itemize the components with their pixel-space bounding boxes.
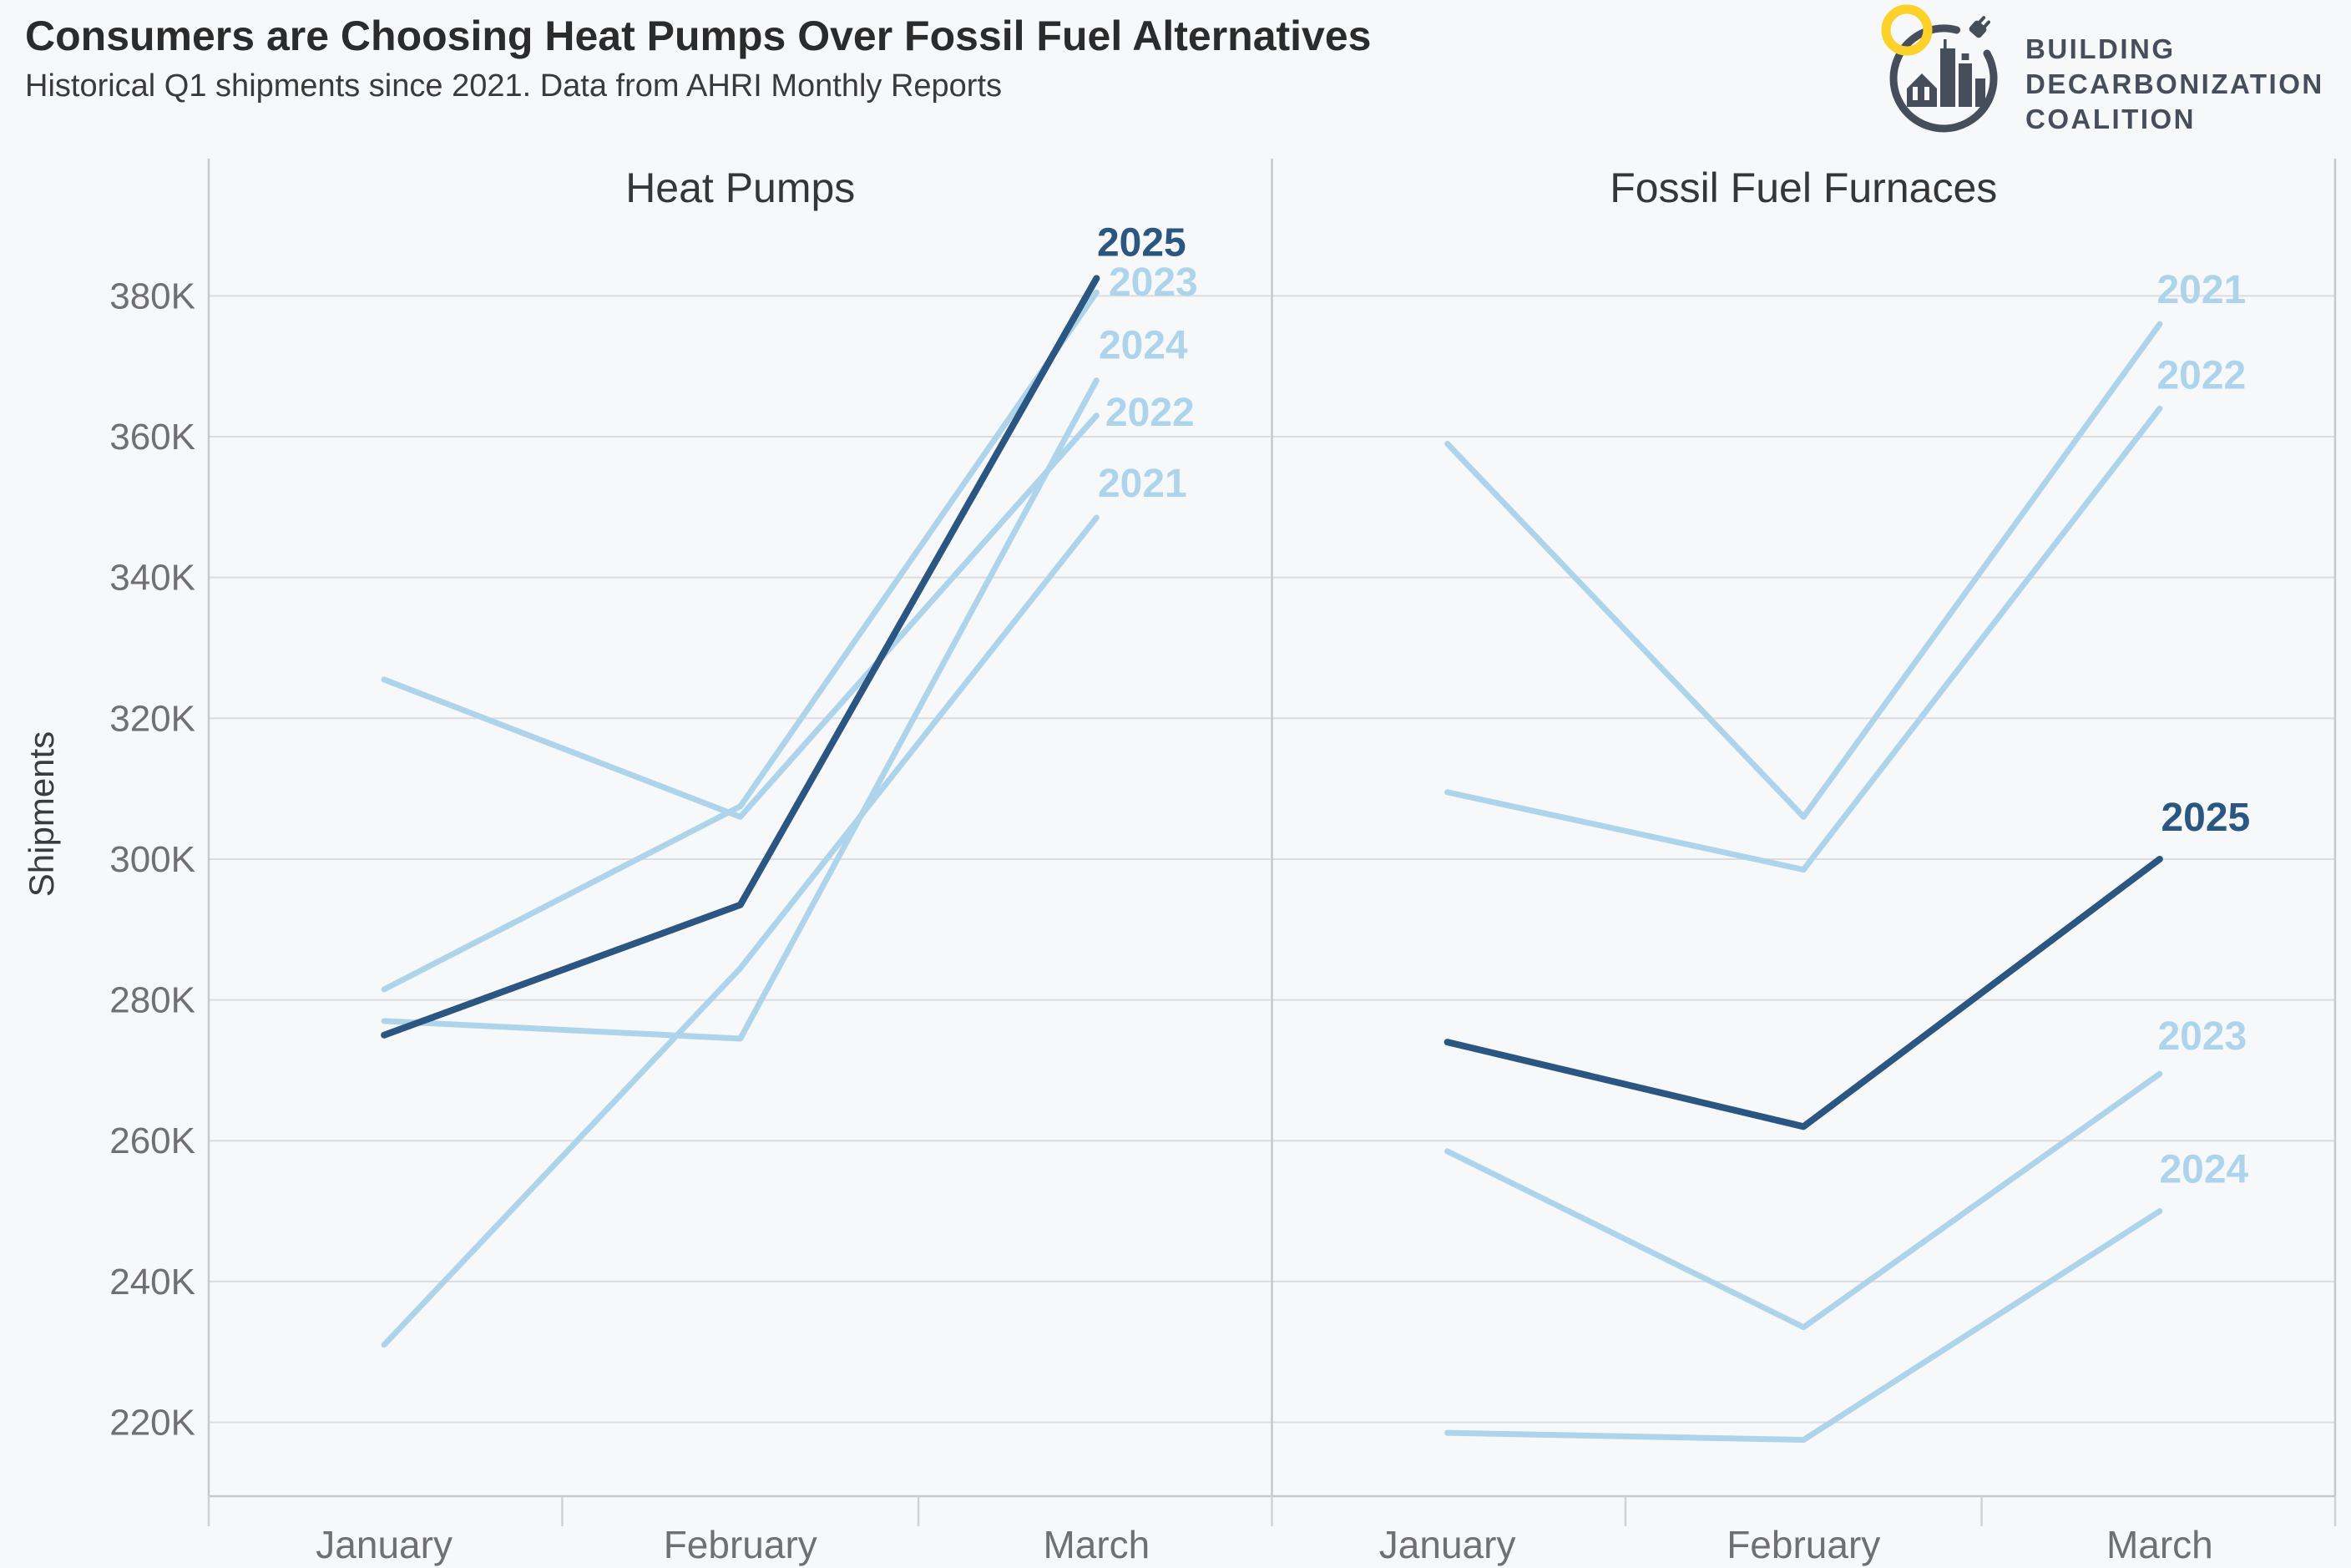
logo-buildings-icon xyxy=(1907,39,1985,107)
page-subtitle: Historical Q1 shipments since 2021. Data… xyxy=(25,68,1003,104)
series-line-2024 xyxy=(1444,1208,2163,1444)
series-line-2022 xyxy=(381,412,1100,820)
logo-circle xyxy=(1889,24,1998,133)
year-label-2024: 2024 xyxy=(2159,1148,2248,1192)
series-line-2021 xyxy=(1444,321,2163,820)
x-tick-label: February xyxy=(664,1523,817,1566)
logo-wordmark-line3: COALITION xyxy=(2025,104,2196,134)
x-tick-label: March xyxy=(2106,1523,2213,1566)
x-tick-label: January xyxy=(1379,1523,1516,1566)
year-label-2024: 2024 xyxy=(1099,324,1188,368)
y-tick-label: 340K xyxy=(109,558,195,599)
series-line-2023 xyxy=(1444,1070,2163,1331)
bdc-logo-icon xyxy=(1881,4,1998,133)
series-line-2023 xyxy=(381,289,1100,993)
y-tick-label: 260K xyxy=(109,1120,195,1161)
series-line-2022 xyxy=(1444,405,2163,873)
page-title: Consumers are Choosing Heat Pumps Over F… xyxy=(25,13,1372,59)
series-line-2025 xyxy=(1443,855,2163,1130)
logo-wordmark: BUILDING DECARBONIZATION COALITION xyxy=(2025,32,2324,137)
y-tick-label: 360K xyxy=(109,417,195,458)
y-tick-label: 320K xyxy=(109,698,195,739)
logo-wordmark-line1: BUILDING xyxy=(2025,33,2176,64)
year-label-2022: 2022 xyxy=(1105,391,1195,435)
year-label-2021: 2021 xyxy=(1098,462,1187,506)
y-tick-label: 240K xyxy=(109,1262,195,1302)
year-label-2023: 2023 xyxy=(2157,1014,2247,1059)
series-line-2021 xyxy=(381,514,1100,1348)
logo-sun-icon xyxy=(1881,4,1933,56)
panel-title: Fossil Fuel Furnaces xyxy=(1610,164,1997,211)
y-tick-label: 300K xyxy=(109,839,195,880)
year-label-2025: 2025 xyxy=(2161,796,2250,840)
year-label-2022: 2022 xyxy=(2156,353,2246,397)
year-label-2021: 2021 xyxy=(2156,268,2246,312)
y-axis-title: Shipments xyxy=(22,731,61,897)
y-tick-label: 280K xyxy=(109,980,195,1021)
y-tick-label: 380K xyxy=(109,276,195,316)
logo-wordmark-line2: DECARBONIZATION xyxy=(2025,68,2324,99)
series-line-2024 xyxy=(381,377,1100,1042)
panel-title: Heat Pumps xyxy=(625,164,855,211)
y-tick-label: 220K xyxy=(109,1402,195,1443)
x-tick-label: March xyxy=(1043,1523,1150,1566)
x-tick-label: February xyxy=(1727,1523,1880,1566)
logo-plug-icon xyxy=(1969,16,1991,38)
year-label-2023: 2023 xyxy=(1109,260,1198,305)
series-line-2025 xyxy=(381,275,1100,1039)
bdc-logo: BUILDING DECARBONIZATION COALITION xyxy=(1877,3,2322,145)
x-tick-label: January xyxy=(316,1523,453,1566)
year-label-2025: 2025 xyxy=(1097,220,1186,265)
